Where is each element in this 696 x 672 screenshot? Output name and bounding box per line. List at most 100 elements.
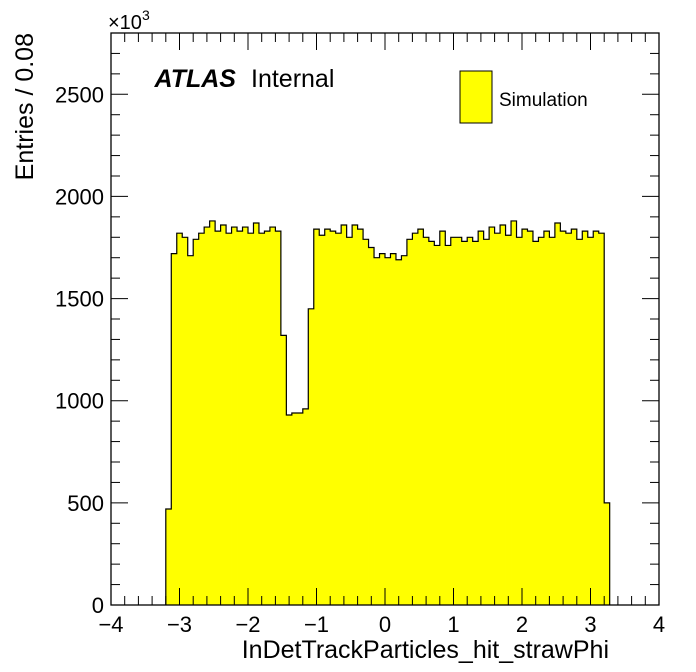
histogram-bar — [374, 257, 380, 605]
histogram-bar — [434, 245, 441, 605]
histogram-bar — [450, 237, 457, 606]
histogram-bar — [215, 231, 221, 605]
histogram-bar — [237, 231, 243, 605]
histogram-bar — [368, 247, 375, 605]
histogram-bar — [302, 408, 309, 605]
plot-frame — [110, 32, 660, 606]
histogram-bar — [576, 239, 583, 605]
histogram-bar — [171, 253, 178, 605]
histogram-bar — [538, 237, 545, 606]
histogram-bar — [395, 259, 402, 605]
legend-swatch — [459, 70, 493, 124]
histogram-bar — [505, 235, 512, 606]
y-tick-label: 2500 — [55, 82, 104, 107]
histogram-bar — [363, 239, 369, 605]
x-tick-label: 0 — [379, 612, 391, 637]
histogram-bar — [522, 229, 528, 606]
histogram-outline — [165, 220, 611, 605]
y-tick-label: 1000 — [55, 389, 104, 414]
histogram-bar — [571, 229, 578, 606]
status-label: Internal — [251, 65, 334, 93]
x-tick-label: −1 — [304, 612, 329, 637]
histogram-bar — [319, 235, 326, 606]
histogram-bar — [242, 227, 249, 605]
histogram-bar — [220, 225, 227, 605]
histogram-bar — [297, 412, 304, 605]
bars-layer — [165, 220, 611, 606]
histogram-bar — [598, 233, 605, 605]
histogram-bar — [549, 237, 556, 606]
histogram-bar — [226, 233, 232, 605]
histogram-bar — [543, 231, 550, 605]
y-tick-label: 1500 — [55, 287, 104, 312]
x-tick-label: −2 — [235, 612, 260, 637]
histogram-bar — [176, 233, 183, 605]
histogram-bar — [390, 253, 397, 605]
histogram-bar — [269, 227, 276, 605]
histogram-bar — [587, 237, 594, 606]
histogram-bar — [445, 245, 452, 605]
histogram-bar — [456, 237, 463, 606]
histogram-bar — [472, 241, 479, 605]
x-tick-label: 2 — [516, 612, 528, 637]
histogram-bar — [511, 220, 517, 605]
histogram-bar — [187, 255, 194, 606]
histogram-bar — [275, 231, 282, 605]
histogram-bar — [258, 233, 265, 605]
histogram-bar — [379, 253, 386, 605]
histogram-bar — [604, 502, 611, 605]
histogram-bar — [483, 239, 490, 605]
y-axis-title: Entries / 0.08 — [11, 33, 39, 180]
y-tick-label: 2000 — [55, 184, 104, 209]
histogram-bar — [198, 233, 205, 605]
axis-ticks — [110, 32, 660, 606]
legend-entry-simulation: Simulation — [499, 90, 588, 111]
histogram-bar — [554, 222, 561, 606]
y-tick-labels: 0 500 1000 1500 2000 2500 — [55, 82, 104, 618]
histogram-bar — [165, 508, 172, 605]
histogram-bar — [253, 222, 260, 606]
x-tick-label: 4 — [653, 612, 665, 637]
histogram-bar — [423, 237, 430, 606]
x-tick-label: 3 — [584, 612, 596, 637]
histogram-bar — [209, 220, 216, 605]
histogram-bar — [308, 308, 315, 605]
histogram-bar — [565, 233, 572, 605]
histogram-bar — [291, 412, 298, 605]
histogram-bar — [417, 229, 424, 606]
histogram-bar — [330, 231, 337, 605]
histogram-bar — [560, 231, 567, 605]
histogram-bar — [467, 237, 474, 606]
histogram-bar — [352, 225, 358, 605]
histogram-bar — [324, 229, 331, 606]
x-tick-labels: −4 −3 −2 −1 0 1 2 3 4 — [98, 612, 665, 637]
histogram-bar — [439, 231, 446, 605]
histogram-bar — [204, 227, 211, 605]
histogram-bar — [527, 231, 534, 605]
y-tick-label: 0 — [92, 593, 104, 618]
histogram-bar — [286, 415, 293, 605]
histogram-bar — [516, 237, 523, 606]
histogram-bar — [313, 229, 320, 606]
x-axis-title: InDetTrackParticles_hit_strawPhi — [242, 636, 609, 664]
legend: Simulation — [459, 70, 588, 124]
histogram-bar — [341, 225, 348, 605]
histogram-bar — [494, 233, 501, 605]
histogram-bar — [335, 233, 342, 605]
histogram-bar — [248, 233, 254, 605]
x-tick-label: −4 — [98, 612, 123, 637]
histogram-bar — [406, 239, 413, 605]
histogram-bar — [346, 237, 353, 606]
histogram-bar — [182, 237, 189, 606]
histogram-bar — [412, 233, 419, 605]
histogram-bar — [532, 241, 539, 605]
y-tick-label: 500 — [67, 491, 104, 516]
histogram-bar — [357, 229, 364, 606]
histogram-bar — [593, 231, 600, 605]
histogram-bar — [264, 231, 271, 605]
y-multiplier: ×103 — [108, 7, 150, 34]
histogram-bar — [582, 231, 589, 605]
histogram-bar — [500, 225, 506, 605]
histogram-bar — [428, 241, 435, 605]
